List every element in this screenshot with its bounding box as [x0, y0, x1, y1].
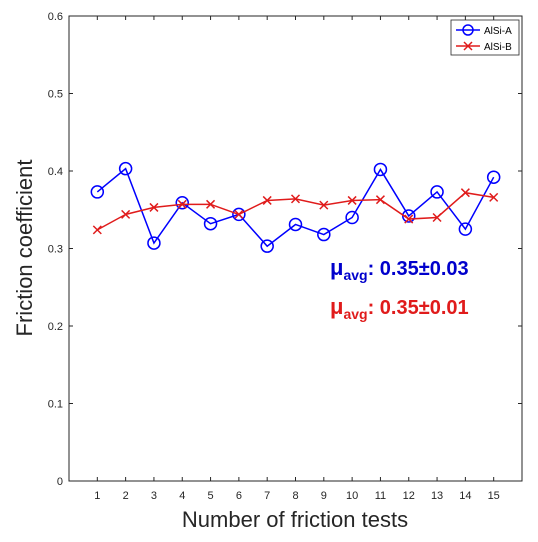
data-point-alsi-b — [262, 195, 272, 205]
x-tick-label: 9 — [321, 490, 327, 502]
data-point-alsi-a — [458, 222, 473, 236]
legend-label-alsi-a: AlSi-A — [484, 26, 512, 37]
annotation-alsi-a: μavg: 0.35±0.03 — [330, 255, 469, 283]
data-point-alsi-a — [175, 196, 189, 210]
data-point-alsi-a — [402, 209, 416, 223]
legend-box — [450, 19, 520, 56]
x-tick-label: 2 — [123, 490, 129, 502]
x-tick-label: 3 — [151, 490, 157, 502]
data-point-alsi-a — [118, 161, 133, 176]
legend-label-alsi-b: AlSi-B — [484, 42, 512, 53]
data-point-alsi-b — [234, 209, 244, 219]
plot-area — [68, 15, 523, 482]
series-layer — [90, 161, 501, 253]
data-point-alsi-b — [319, 200, 329, 210]
data-point-alsi-a — [232, 207, 246, 222]
data-point-alsi-a — [373, 162, 388, 177]
y-tick-label: 0.4 — [48, 166, 63, 178]
annotation-value: : 0.35±0.03 — [368, 258, 469, 280]
x-tick-label: 15 — [488, 490, 500, 502]
data-point-alsi-b — [121, 209, 131, 219]
y-tick-label: 0.3 — [48, 244, 63, 256]
x-tick-label: 10 — [346, 490, 358, 502]
annotation-sub: avg — [343, 306, 367, 322]
legend: AlSi-A AlSi-B — [450, 19, 520, 56]
x-tick-label: 8 — [292, 490, 298, 502]
x-axis: 1 2 3 4 5 6 7 8 9 10 11 12 13 14 15 — [94, 16, 500, 502]
data-point-alsi-a — [345, 210, 359, 225]
data-point-alsi-a — [288, 217, 303, 232]
data-point-alsi-b — [460, 188, 470, 198]
data-point-alsi-a — [147, 236, 161, 250]
x-tick-label: 7 — [264, 490, 270, 502]
y-tick-label: 0.1 — [48, 399, 63, 411]
data-point-alsi-b — [375, 195, 385, 205]
y-tick-label: 0 — [57, 476, 63, 488]
data-point-alsi-a — [430, 185, 444, 199]
annotation-mu: μ — [330, 255, 343, 280]
data-point-alsi-b — [290, 194, 301, 204]
x-tick-label: 5 — [208, 490, 214, 502]
y-tick-label: 0.5 — [48, 89, 63, 101]
annotation-mu: μ — [330, 294, 343, 319]
x-tick-label: 1 — [94, 490, 100, 502]
y-axis-label: Friction coefficient — [12, 160, 37, 337]
x-tick-label: 4 — [179, 490, 185, 502]
y-tick-label: 0.6 — [48, 11, 63, 23]
annotation-alsi-b: μavg: 0.35±0.01 — [330, 294, 469, 322]
x-tick-label: 14 — [459, 490, 471, 502]
legend-marker-circle-icon — [462, 24, 474, 36]
data-point-alsi-b — [489, 192, 499, 202]
series-line-alsi-a — [96, 167, 495, 248]
data-point-alsi-a — [90, 185, 105, 199]
data-point-alsi-a — [486, 170, 501, 184]
y-axis: 0 0.1 0.2 0.3 0.4 0.5 0.6 — [48, 11, 522, 488]
data-point-alsi-b — [92, 225, 102, 235]
data-point-alsi-a — [203, 216, 218, 231]
annotation-sub: avg — [343, 267, 367, 283]
x-tick-label: 13 — [431, 490, 443, 502]
data-point-alsi-b — [149, 202, 159, 212]
annotation-value: : 0.35±0.01 — [368, 297, 469, 319]
x-tick-label: 11 — [375, 490, 386, 502]
x-tick-label: 6 — [236, 490, 242, 502]
data-point-alsi-a — [317, 227, 331, 242]
x-tick-label: 12 — [403, 490, 415, 502]
x-axis-label: Number of friction tests — [182, 507, 408, 532]
data-point-alsi-b — [177, 199, 187, 209]
data-point-alsi-b — [347, 195, 357, 205]
legend-marker-x-icon — [463, 41, 473, 51]
data-point-alsi-a — [260, 239, 274, 253]
data-point-alsi-b — [432, 212, 442, 223]
data-point-alsi-b — [404, 214, 414, 224]
data-point-alsi-b — [206, 199, 216, 209]
y-tick-label: 0.2 — [48, 321, 63, 333]
